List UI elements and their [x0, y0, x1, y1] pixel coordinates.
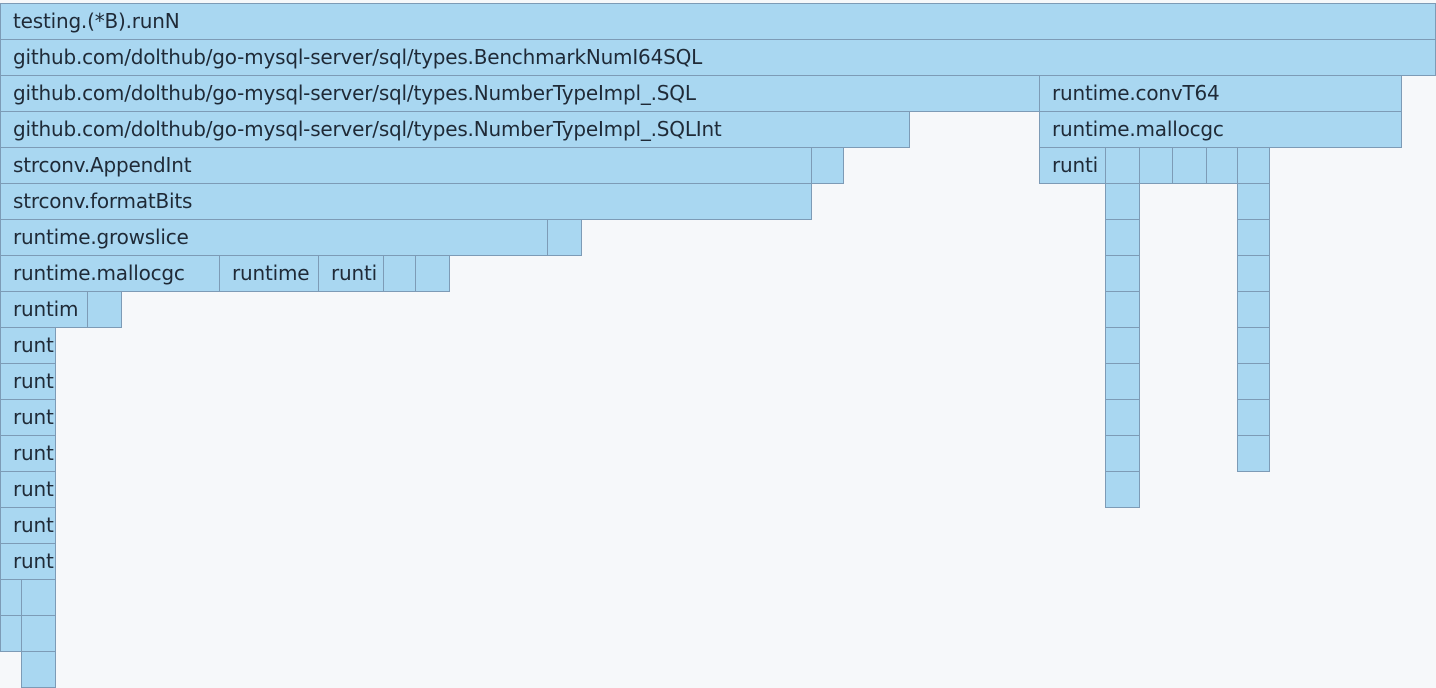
flame-frame[interactable]: runt — [0, 471, 56, 508]
frame-label: strconv.formatBits — [13, 189, 193, 213]
frame-label: testing.(*B).runN — [13, 9, 180, 33]
flame-frame[interactable]: runtime.mallocgc — [0, 255, 220, 292]
flame-frame[interactable] — [383, 255, 416, 292]
flame-frame[interactable]: strconv.AppendInt — [0, 147, 812, 184]
flame-frame[interactable] — [1105, 219, 1140, 256]
flame-frame[interactable] — [1105, 363, 1140, 400]
flame-frame[interactable] — [1237, 327, 1270, 364]
frame-label: github.com/dolthub/go-mysql-server/sql/t… — [13, 117, 722, 141]
flame-frame[interactable]: runt — [0, 507, 56, 544]
flame-frame[interactable] — [21, 615, 56, 652]
flame-frame[interactable]: runt — [0, 399, 56, 436]
flame-frame[interactable] — [21, 579, 56, 616]
flame-frame[interactable] — [21, 651, 56, 688]
flame-frame[interactable] — [0, 579, 22, 616]
flame-frame[interactable] — [1105, 327, 1140, 364]
flame-frame[interactable]: runt — [0, 543, 56, 580]
flame-frame[interactable] — [547, 219, 582, 256]
flame-frame[interactable] — [1139, 147, 1173, 184]
frame-label: runtime.growslice — [13, 225, 189, 249]
flame-frame[interactable]: runt — [0, 363, 56, 400]
flame-frame[interactable] — [1172, 147, 1207, 184]
frame-label: runtime — [232, 261, 310, 285]
flame-frame[interactable]: runtime — [219, 255, 319, 292]
frame-label: runtime.mallocgc — [13, 261, 185, 285]
flame-frame[interactable] — [1237, 255, 1270, 292]
frame-label: runti — [1052, 153, 1098, 177]
flame-frame[interactable]: runtime.growslice — [0, 219, 548, 256]
flame-frame[interactable]: strconv.formatBits — [0, 183, 812, 220]
flame-frame[interactable] — [87, 291, 122, 328]
flame-frame[interactable]: runti — [1039, 147, 1106, 184]
frame-label: runti — [331, 261, 377, 285]
frame-label: runt — [13, 369, 54, 393]
flame-frame[interactable]: github.com/dolthub/go-mysql-server/sql/t… — [0, 39, 1436, 76]
flame-frame[interactable] — [1105, 471, 1140, 508]
frame-label: runtime.convT64 — [1052, 81, 1220, 105]
flame-frame[interactable]: runti — [318, 255, 384, 292]
frame-label: runtim — [13, 297, 79, 321]
flame-frame[interactable] — [1105, 255, 1140, 292]
frame-label: runt — [13, 477, 54, 501]
frame-label: runt — [13, 405, 54, 429]
flame-frame[interactable] — [1105, 399, 1140, 436]
flame-frame[interactable] — [1206, 147, 1238, 184]
flame-frame[interactable]: runtim — [0, 291, 88, 328]
flame-frame[interactable] — [1237, 399, 1270, 436]
frame-label: runt — [13, 513, 54, 537]
flame-frame[interactable] — [1105, 183, 1140, 220]
flame-frame[interactable]: runtime.mallocgc — [1039, 111, 1402, 148]
flame-frame[interactable] — [1237, 363, 1270, 400]
flame-frame[interactable]: runtime.convT64 — [1039, 75, 1402, 112]
frame-label: runt — [13, 549, 54, 573]
flame-frame[interactable] — [1237, 147, 1270, 184]
flame-frame[interactable] — [811, 147, 844, 184]
flame-frame[interactable]: testing.(*B).runN — [0, 3, 1436, 40]
flame-frame[interactable] — [1237, 435, 1270, 472]
frame-label: runt — [13, 333, 54, 357]
flame-frame[interactable] — [1105, 291, 1140, 328]
flame-frame[interactable] — [0, 615, 22, 652]
frame-label: github.com/dolthub/go-mysql-server/sql/t… — [13, 81, 696, 105]
flame-frame[interactable] — [1105, 435, 1140, 472]
frame-label: runtime.mallocgc — [1052, 117, 1224, 141]
frame-label: runt — [13, 441, 54, 465]
frame-label: github.com/dolthub/go-mysql-server/sql/t… — [13, 45, 703, 69]
flame-frame[interactable] — [1237, 219, 1270, 256]
flame-frame[interactable]: runt — [0, 435, 56, 472]
flame-frame[interactable] — [1237, 183, 1270, 220]
frame-label: strconv.AppendInt — [13, 153, 192, 177]
flame-frame[interactable] — [1105, 147, 1140, 184]
flame-frame[interactable]: github.com/dolthub/go-mysql-server/sql/t… — [0, 111, 910, 148]
flame-frame[interactable] — [1237, 291, 1270, 328]
flame-frame[interactable]: github.com/dolthub/go-mysql-server/sql/t… — [0, 75, 1040, 112]
flame-frame[interactable] — [415, 255, 450, 292]
flame-frame[interactable]: runt — [0, 327, 56, 364]
